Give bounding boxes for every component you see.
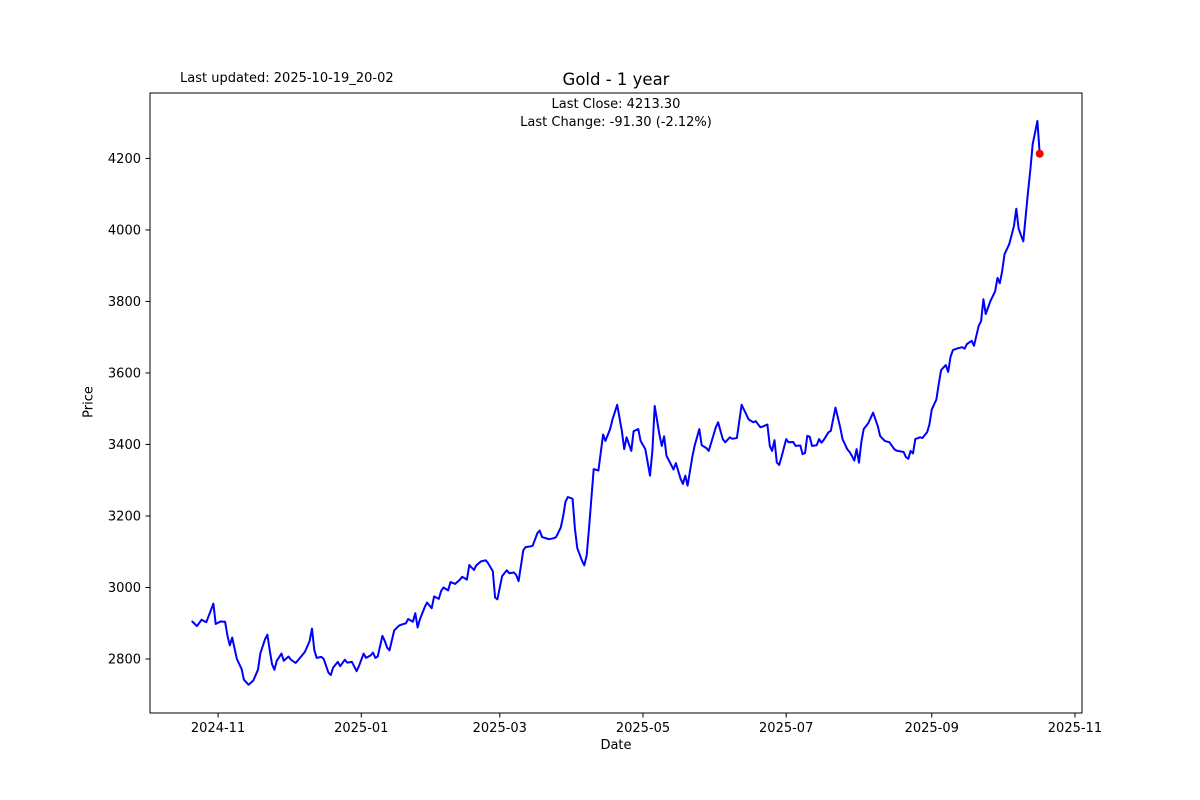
x-tick-label: 2024-11 <box>191 721 245 736</box>
x-tick-label: 2025-07 <box>759 721 813 736</box>
x-tick-label: 2025-03 <box>473 721 527 736</box>
y-tick-label: 2800 <box>108 653 141 668</box>
y-tick-label: 3200 <box>108 510 141 525</box>
x-tick-label: 2025-05 <box>616 721 670 736</box>
x-tick-label: 2025-01 <box>334 721 388 736</box>
last-change-line: Last Change: -91.30 (-2.12%) <box>520 114 712 130</box>
last-close-annotation: Last Close: 4213.30 Last Change: -91.30 … <box>150 96 1082 131</box>
chart-title: Gold - 1 year <box>562 70 670 89</box>
y-tick-label: 3400 <box>108 438 141 453</box>
y-axis-label: Price <box>81 386 97 418</box>
x-tick-label: 2025-11 <box>1048 721 1102 736</box>
x-tick-label: 2025-09 <box>905 721 959 736</box>
price-line <box>191 120 1041 686</box>
y-tick-label: 4200 <box>108 152 141 167</box>
y-tick-label: 4000 <box>108 223 141 238</box>
last-close-line: Last Close: 4213.30 <box>551 97 681 112</box>
y-tick-label: 3800 <box>108 295 141 310</box>
x-axis-label: Date <box>600 738 632 753</box>
y-tick-label: 3600 <box>108 367 141 382</box>
last-updated-text: Last updated: 2025-10-19_20-02 <box>180 71 394 86</box>
y-tick-label: 3000 <box>108 581 141 596</box>
plot-frame <box>149 92 1083 714</box>
last-close-marker <box>1035 149 1044 158</box>
